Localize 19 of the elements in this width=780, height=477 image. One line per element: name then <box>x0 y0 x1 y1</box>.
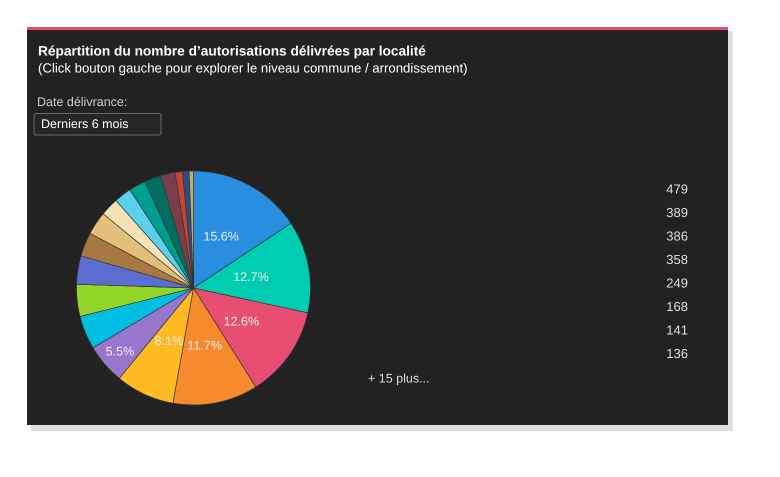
text: 136 <box>666 346 688 361</box>
text: Date délivrance: <box>37 95 128 109</box>
chart-subtitle: (Click bouton gauche pour explorer le niveau commune / arrondissement) <box>38 60 468 76</box>
chart-title: Répartition du nombre d’autorisations délivrées par localité <box>38 44 426 58</box>
text: + 15 plus... <box>368 371 430 386</box>
text: 479 <box>666 182 688 197</box>
data-label: 11.7% <box>187 338 222 352</box>
text: 358 <box>666 252 688 268</box>
text: 168 <box>666 298 688 314</box>
text: 141 <box>666 322 688 338</box>
text: 249 <box>666 276 688 290</box>
text: Derniers 6 mois <box>41 117 129 131</box>
data-label: 5.5% <box>106 344 134 358</box>
text: 386 <box>666 228 688 244</box>
text: 389 <box>666 205 688 220</box>
data-label: 8.1% <box>154 334 184 348</box>
data-label: 15.6% <box>203 229 239 244</box>
data-label: 12.7% <box>233 270 269 284</box>
data-label: 12.6% <box>224 314 260 329</box>
